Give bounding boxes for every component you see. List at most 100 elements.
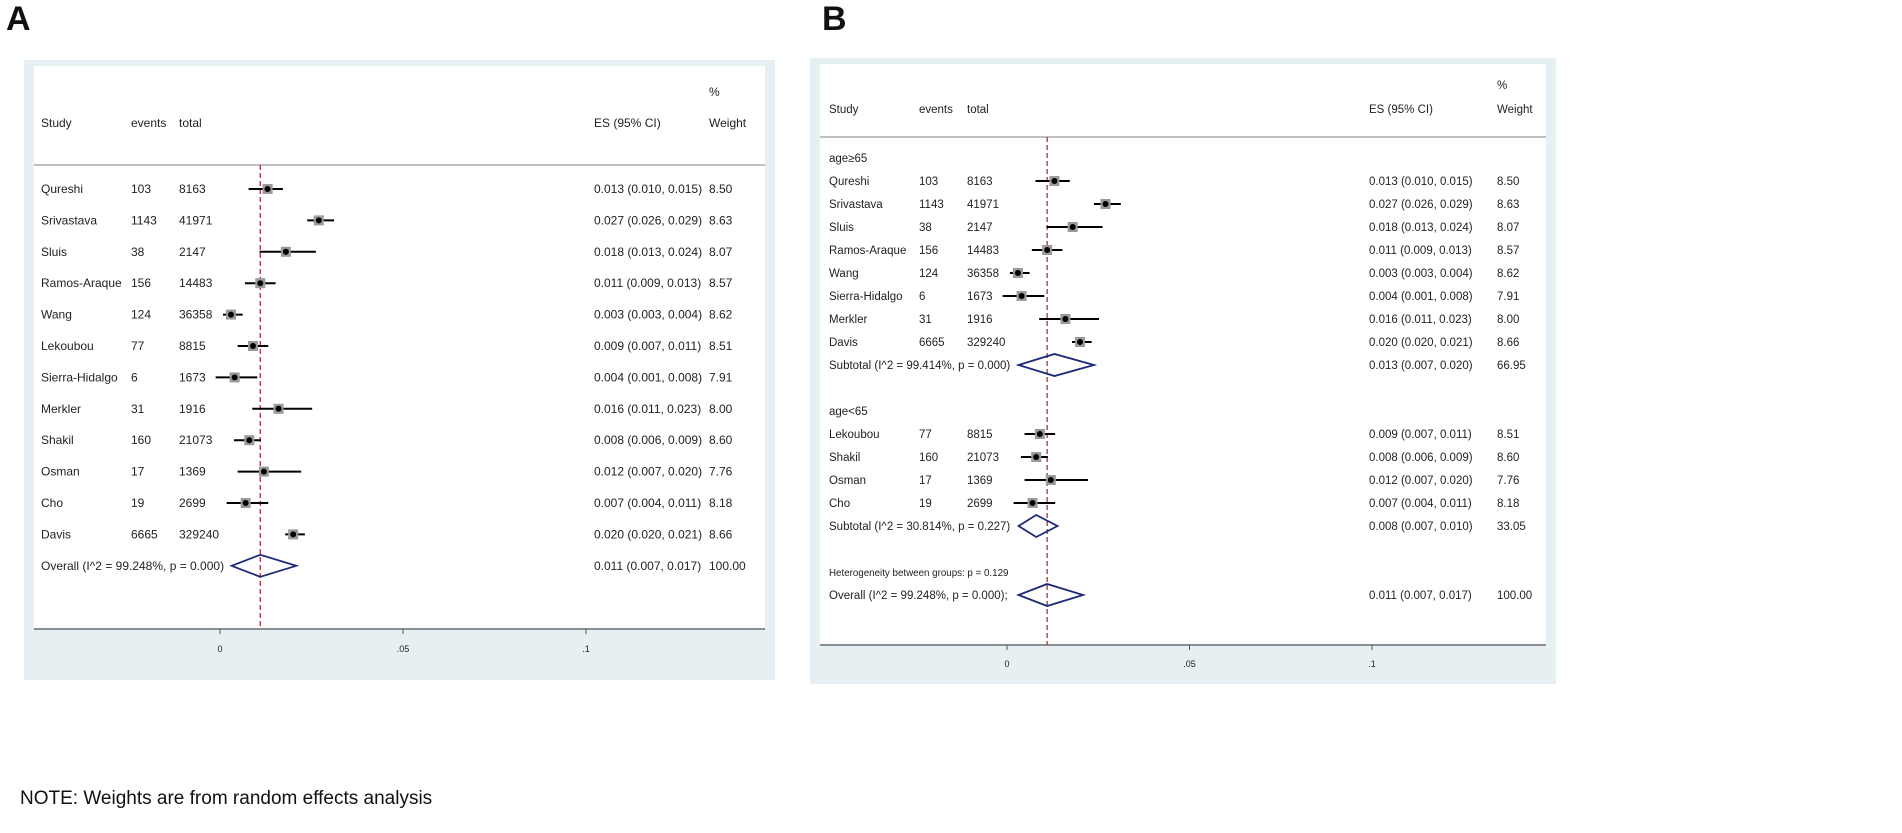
panel-b-row-total: 14483	[967, 245, 999, 257]
panel-a-label: A	[6, 0, 31, 38]
panel-a-row-weight: 8.62	[709, 308, 733, 322]
panel-a-row-total: 8815	[179, 339, 206, 353]
panel-a-row-es: 0.008 (0.006, 0.009)	[594, 433, 702, 447]
panel-a-row-weight: 8.60	[709, 433, 733, 447]
panel-a-row-study: Osman	[41, 465, 80, 479]
panel-b-row-total: 329240	[967, 337, 1005, 349]
panel-b-row-total: 1916	[967, 314, 993, 326]
panel-a-row-events: 17	[131, 465, 145, 479]
panel-b-subtotal-label: Subtotal (I^2 = 99.414%, p = 0.000)	[829, 360, 1010, 372]
panel-a-row-es: 0.012 (0.007, 0.020)	[594, 465, 702, 479]
panel-b-row-events: 19	[919, 498, 932, 510]
panel-a-row-weight: 8.66	[709, 527, 733, 541]
panel-b-row-events: 77	[919, 429, 932, 441]
panel-b-row-weight: 7.76	[1497, 475, 1519, 487]
panel-b-row-es: 0.009 (0.007, 0.011)	[1369, 429, 1472, 441]
panel-b-row-total: 8163	[967, 176, 993, 188]
panel-a-overall-diamond	[229, 553, 300, 578]
panel-b-label: B	[822, 0, 847, 38]
panel-b-row-es: 0.012 (0.007, 0.020)	[1369, 475, 1473, 487]
panel-a-row-study: Ramos-Araque	[41, 276, 122, 290]
panel-b-row-events: 1143	[919, 199, 944, 211]
panel-b-row-events: 156	[919, 245, 938, 257]
panel-b-row-study: Cho	[829, 498, 850, 510]
panel-a-row-total: 1673	[179, 370, 206, 384]
panel-a-row-total: 36358	[179, 308, 213, 322]
panel-b-header-weight: Weight	[1497, 104, 1533, 116]
panel-b-row-total: 2147	[967, 222, 993, 234]
panel-b-header-study: Study	[829, 104, 859, 116]
panel-b-row-events: 6665	[919, 337, 945, 349]
panel-a-point-estimate	[315, 217, 322, 224]
panel-b-subtotal-weight: 66.95	[1497, 360, 1526, 372]
panel-a-row-study: Srivastava	[41, 213, 97, 227]
panel-a-row-weight: 8.18	[709, 496, 733, 510]
panel-b-row-es: 0.027 (0.026, 0.029)	[1369, 199, 1473, 211]
panel-a-row-es: 0.007 (0.004, 0.011)	[594, 496, 701, 510]
panel-b-row-es: 0.013 (0.010, 0.015)	[1369, 176, 1473, 188]
panel-b-point-estimate	[1077, 339, 1083, 345]
panel-b-row-events: 160	[919, 452, 938, 464]
panel-a-header-es: ES (95% CI)	[594, 116, 661, 130]
panel-b-point-estimate	[1044, 247, 1051, 253]
panel-a-row-events: 31	[131, 402, 145, 416]
panel-a-row-es: 0.009 (0.007, 0.011)	[594, 339, 701, 353]
panel-a-row-weight: 8.51	[709, 339, 733, 353]
panel-a-point-estimate	[260, 468, 267, 475]
panel-b-subtotal-label: Subtotal (I^2 = 30.814%, p = 0.227)	[829, 521, 1010, 533]
panel-b-row-weight: 8.63	[1497, 199, 1519, 211]
panel-a-row-total: 329240	[179, 527, 219, 541]
panel-b-row-study: Lekoubou	[829, 429, 880, 441]
panel-b-row-es: 0.020 (0.020, 0.021)	[1369, 337, 1473, 349]
panel-b-subtotal-diamond	[1015, 353, 1098, 377]
panel-b-row-weight: 8.07	[1497, 222, 1519, 234]
panel-b-row-study: Qureshi	[829, 176, 869, 188]
panel-b-heterogeneity-note: Heterogeneity between groups: p = 0.129	[829, 568, 1008, 579]
panel-a-overall-es: 0.011 (0.007, 0.017)	[594, 559, 701, 573]
panel-b-row-total: 41971	[967, 199, 999, 211]
panel-a-point-estimate	[282, 248, 289, 255]
panel-a-row-events: 19	[131, 496, 145, 510]
panel-b-row-study: Sierra-Hidalgo	[829, 291, 903, 303]
panel-a-point-estimate	[227, 311, 234, 318]
panel-b-row-weight: 8.18	[1497, 498, 1519, 510]
panel-a-row-es: 0.004 (0.001, 0.008)	[594, 370, 702, 384]
panel-a-row-events: 77	[131, 339, 145, 353]
panel-b-row-study: Davis	[829, 337, 858, 349]
panel-a-row-es: 0.016 (0.011, 0.023)	[594, 402, 701, 416]
panel-a-x-tick-label: 0	[217, 644, 222, 654]
panel-b-row-weight: 8.62	[1497, 268, 1519, 280]
panel-b-row-study: Srivastava	[829, 199, 883, 211]
panel-b-point-estimate	[1069, 224, 1076, 230]
panel-a-point-estimate	[290, 531, 297, 538]
panel-a-background	[34, 66, 765, 628]
panel-b-row-study: Shakil	[829, 452, 860, 464]
panel-a-overall-label: Overall (I^2 = 99.248%, p = 0.000)	[41, 559, 224, 573]
panel-b-row-events: 38	[919, 222, 932, 234]
panel-a-row-weight: 7.91	[709, 370, 733, 384]
panel-b-overall-es: 0.011 (0.007, 0.017)	[1369, 590, 1472, 602]
panel-a-row-es: 0.027 (0.026, 0.029)	[594, 213, 702, 227]
panel-a-row-study: Davis	[41, 527, 71, 541]
panel-b-point-estimate	[1102, 201, 1109, 207]
panel-b-row-study: Ramos-Araque	[829, 245, 906, 257]
panel-a-row-events: 124	[131, 308, 151, 322]
panel-b-point-estimate	[1047, 477, 1054, 483]
panel-b-row-study: Sluis	[829, 222, 854, 234]
panel-a-row-study: Cho	[41, 496, 63, 510]
panel-b-row-study: Merkler	[829, 314, 868, 326]
panel-b-row-weight: 8.57	[1497, 245, 1519, 257]
panel-a-point-estimate	[249, 343, 256, 349]
panel-b-point-estimate	[1062, 316, 1069, 322]
panel-b-row-es: 0.011 (0.009, 0.013)	[1369, 245, 1472, 257]
panel-b-row-es: 0.004 (0.001, 0.008)	[1369, 291, 1473, 303]
panel-a-row-study: Shakil	[41, 433, 74, 447]
panel-a-row-es: 0.018 (0.013, 0.024)	[594, 245, 702, 259]
panel-a-row-weight: 8.57	[709, 276, 733, 290]
panel-a-row-events: 103	[131, 182, 151, 196]
panel-a-point-estimate	[231, 374, 238, 381]
panel-a-row-events: 1143	[131, 213, 157, 227]
panel-a-row-events: 6665	[131, 527, 158, 541]
panel-b-row-events: 124	[919, 268, 939, 280]
panel-a-row-total: 41971	[179, 213, 213, 227]
